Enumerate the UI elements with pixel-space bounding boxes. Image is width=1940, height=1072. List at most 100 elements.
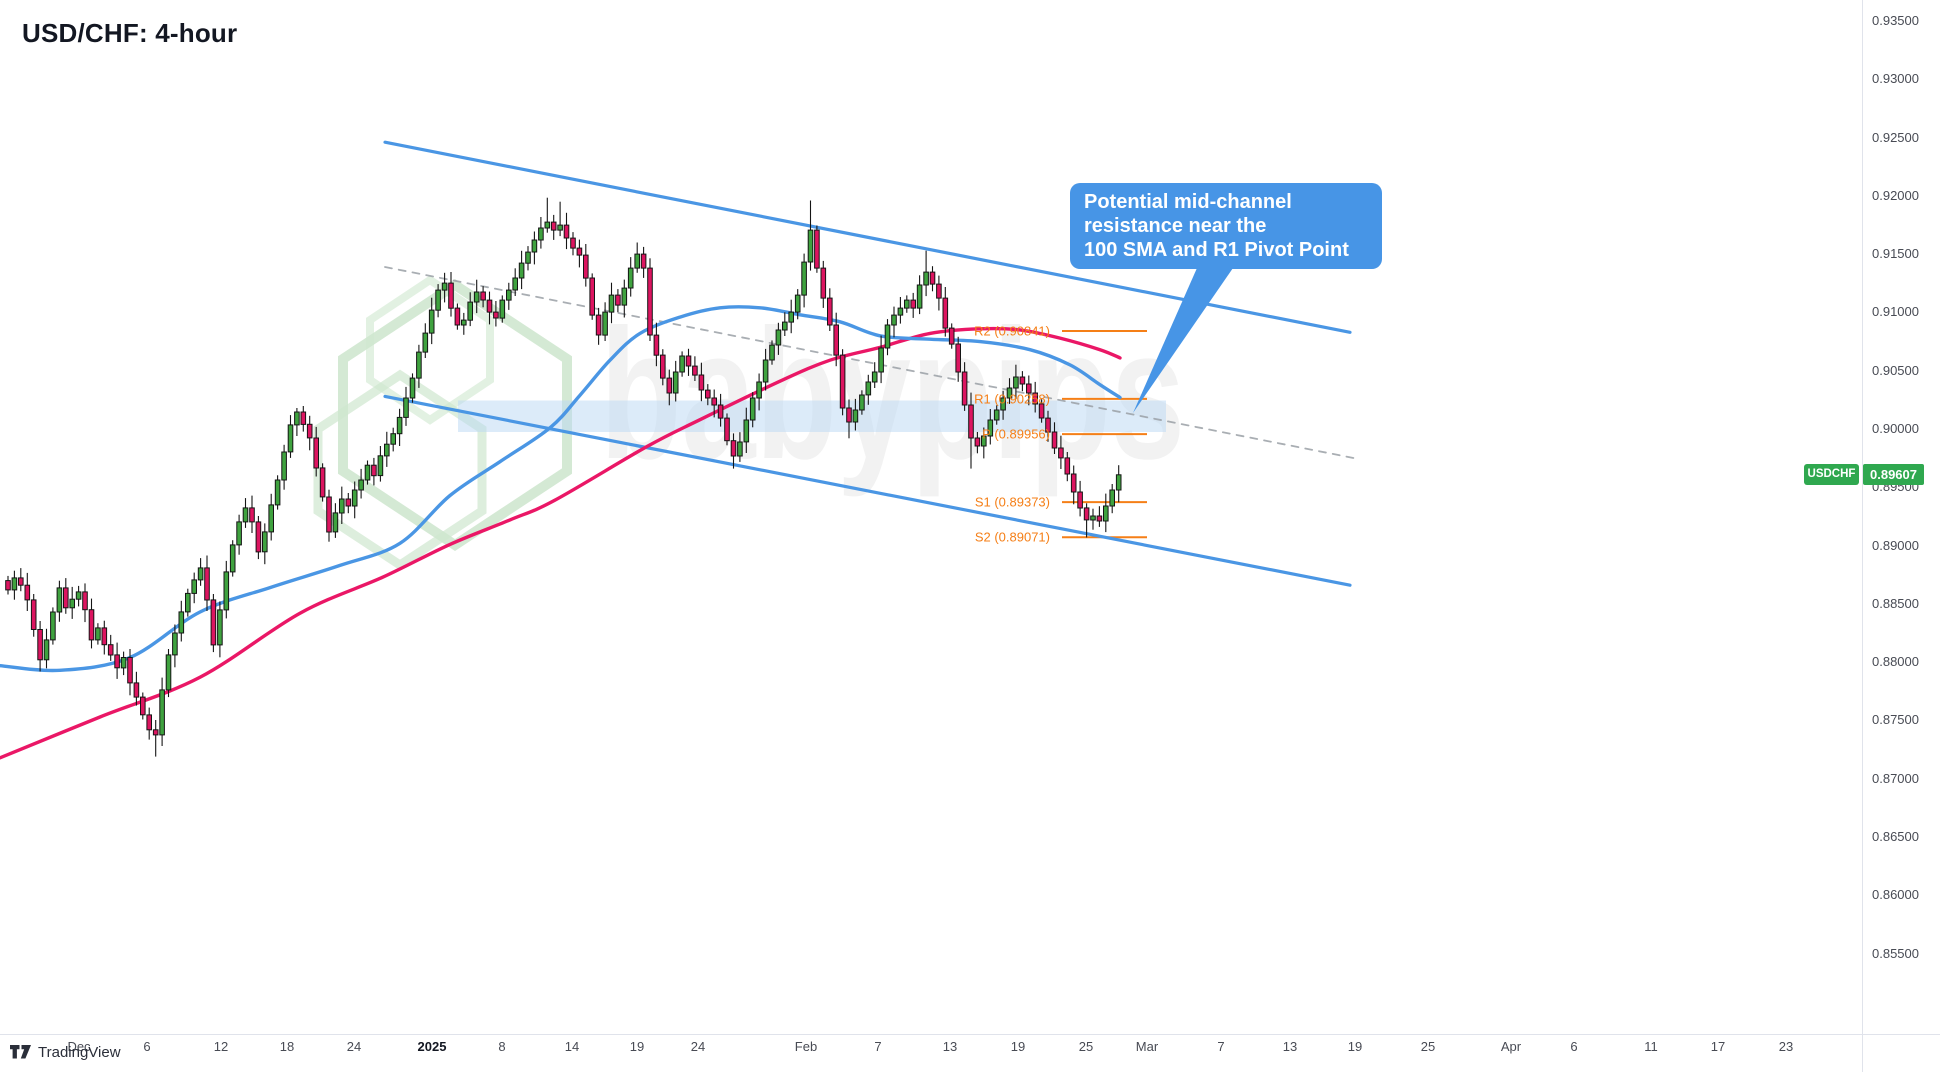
- candle-up: [242, 507, 249, 523]
- candle-down: [698, 374, 705, 391]
- sma-100-line[interactable]: [0, 305, 1122, 673]
- price-axis[interactable]: 0.93500 0.93000 0.92500 0.92000 0.91500 0.910…: [1862, 0, 1940, 1034]
- candle-down: [1096, 515, 1103, 522]
- candle-up: [120, 657, 127, 669]
- candle-down: [711, 397, 718, 406]
- pivot-label-s2: S2 (0.89071): [974, 529, 1050, 545]
- candle-down: [101, 627, 108, 646]
- time-axis-label: 13: [942, 1039, 958, 1054]
- candle-up: [43, 639, 50, 661]
- candle-down: [480, 291, 486, 301]
- candle-down: [563, 224, 570, 239]
- annotation-callout[interactable]: Potential mid-channel resistance near th…: [1070, 183, 1382, 269]
- candle-down: [5, 580, 11, 591]
- time-axis-label: 11: [1644, 1039, 1658, 1054]
- candle-up: [904, 299, 910, 309]
- candle-down: [640, 253, 647, 269]
- price-axis-label: 0.86500: [1872, 829, 1919, 844]
- ticker-symbol-badge: USDCHF: [1804, 464, 1859, 485]
- candle-up: [75, 591, 82, 600]
- time-axis-label: 19: [1347, 1039, 1363, 1054]
- candle-up: [473, 291, 480, 303]
- candle-down: [140, 696, 146, 716]
- candle-down: [82, 591, 88, 611]
- candle-down: [615, 294, 621, 306]
- time-axis[interactable]: Dec 6 12 18 24 2025 8 14 19 24 Feb 7 13 19 25 Mar 7 13 19 2…: [0, 1034, 1862, 1072]
- candle-up: [1013, 376, 1019, 389]
- candle-down: [88, 609, 95, 641]
- candle-up: [878, 347, 884, 373]
- candle-up: [884, 324, 891, 349]
- candle-up: [852, 409, 859, 423]
- price-axis-label: 0.90000: [1872, 421, 1919, 436]
- candle-down: [37, 629, 43, 661]
- tradingview-logo[interactable]: TradingView: [10, 1044, 121, 1061]
- candle-down: [910, 299, 917, 309]
- candle-up: [1115, 474, 1122, 491]
- time-axis-label: 6: [143, 1039, 151, 1054]
- candle-up: [358, 479, 364, 491]
- candle-up: [56, 587, 63, 613]
- candle-up: [384, 443, 390, 457]
- candle-up: [981, 435, 987, 447]
- candle-up: [191, 579, 197, 594]
- candles: [5, 197, 1122, 757]
- candle-up: [775, 329, 782, 346]
- time-axis-label: 7: [874, 1039, 882, 1054]
- candle-up: [185, 592, 191, 613]
- candle-up: [499, 299, 506, 319]
- candle-up: [1109, 489, 1116, 507]
- candle-up: [409, 377, 416, 399]
- candle-up: [634, 253, 641, 269]
- candle-down: [152, 729, 159, 736]
- channel-midline-dashed[interactable]: [384, 266, 1361, 461]
- candle-down: [319, 467, 326, 498]
- candle-down: [1019, 376, 1026, 385]
- candle-up: [512, 277, 519, 291]
- time-axis-label: 6: [1570, 1039, 1578, 1054]
- candle-down: [570, 237, 576, 249]
- candle-up: [461, 319, 467, 326]
- time-axis-label: Feb: [794, 1039, 818, 1054]
- callout-line-2: resistance near the: [1084, 215, 1267, 237]
- candle-down: [114, 654, 120, 669]
- candle-up: [377, 455, 384, 477]
- time-axis-label: 23: [1778, 1039, 1794, 1054]
- candle-up: [518, 262, 525, 279]
- price-axis-label: 0.92000: [1872, 187, 1919, 203]
- candle-up: [794, 294, 801, 313]
- babypips-watermark: babypips: [313, 275, 1185, 571]
- candle-down: [968, 404, 974, 439]
- candle-down: [685, 355, 692, 367]
- candle-up: [217, 609, 223, 646]
- time-axis-label: Dec: [67, 1039, 91, 1054]
- price-axis-label: 0.93000: [1872, 71, 1919, 87]
- price-axis-label: 0.91500: [1872, 246, 1919, 262]
- candle-down: [660, 354, 666, 379]
- channel-lower-trendline[interactable]: [383, 394, 1352, 587]
- time-axis-label: Apr: [1500, 1039, 1522, 1054]
- price-axis-label: 0.88500: [1872, 595, 1919, 611]
- sma-200-line[interactable]: [0, 326, 1122, 760]
- candle-up: [390, 433, 396, 445]
- candle-down: [18, 577, 24, 586]
- candle-down: [255, 521, 262, 553]
- candle-up: [749, 397, 756, 421]
- candle-down: [345, 498, 352, 507]
- candle-down: [717, 404, 724, 419]
- candle-up: [364, 464, 371, 481]
- candle-up: [339, 498, 345, 514]
- candle-up: [506, 289, 512, 301]
- candle-up: [287, 424, 294, 453]
- candle-up: [50, 611, 56, 641]
- candle-up: [428, 309, 435, 334]
- time-axis-label: 24: [690, 1039, 706, 1054]
- candle-down: [647, 267, 653, 336]
- candle-down: [1064, 457, 1071, 475]
- candle-down: [306, 423, 313, 439]
- candle-down: [1077, 491, 1083, 509]
- watermark-cube-icon: [338, 279, 572, 551]
- candle-up: [159, 689, 165, 736]
- candle-down: [583, 254, 589, 279]
